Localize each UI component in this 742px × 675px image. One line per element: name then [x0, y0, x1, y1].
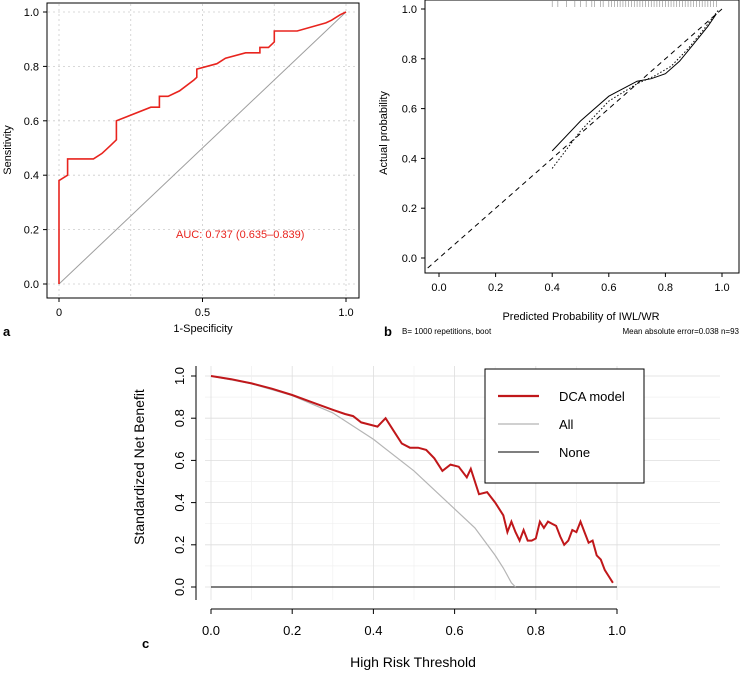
- roc-plot-frame: [46, 2, 360, 299]
- roc-ytick-label: 0.6: [24, 116, 39, 128]
- dca-legend: DCA model All None: [484, 368, 645, 484]
- dca-ticks: 0.0 0.2 0.4 0.6 0.8 1.0 0.0 0.2 0.4 0.6 0.8 1.0: [172, 367, 626, 638]
- calibration-lines: [427, 8, 723, 269]
- panel-label-a: a: [3, 324, 11, 339]
- dca-ytick-label: 1.0: [172, 367, 187, 385]
- dca-ylabel: Standardized Net Benefit: [131, 389, 147, 545]
- roc-grid: [48, 4, 358, 297]
- calibration-ylabel: Actual probability: [378, 91, 390, 175]
- dca-ytick-label: 0.6: [172, 451, 187, 469]
- roc-lines: [58, 11, 347, 285]
- roc-xtick-label: 0.5: [195, 307, 210, 319]
- dca-xtick-label: 0.8: [527, 623, 545, 638]
- roc-xtick-label: 0: [56, 307, 62, 319]
- roc-ytick-label: 1.0: [24, 7, 39, 19]
- dca-xtick-label: 0.6: [446, 623, 464, 638]
- dca-xtick-label: 0.0: [202, 623, 220, 638]
- roc-xtick-label: 1.0: [338, 307, 353, 319]
- calibration-xlabel: Predicted Probability of IWL/WR: [502, 311, 659, 323]
- legend-label-all: All: [559, 417, 574, 432]
- calibration-xtick-label: 1.0: [714, 282, 729, 294]
- calibration-xtick-label: 0.8: [658, 282, 673, 294]
- calibration-ytick-label: 0.8: [402, 54, 417, 66]
- calibration-footnote-right: Mean absolute error=0.038 n=93: [622, 327, 739, 336]
- roc-ytick-label: 0.4: [24, 170, 39, 182]
- dca-ytick-label: 0.0: [172, 578, 187, 596]
- calibration-xtick-label: 0.4: [545, 282, 560, 294]
- calibration-ytick-label: 0.4: [402, 153, 417, 165]
- calibration-xtick-label: 0.6: [601, 282, 616, 294]
- legend-label-dca-model: DCA model: [559, 389, 625, 404]
- panel-label-c: c: [142, 636, 149, 651]
- auc-annotation: AUC: 0.737 (0.635–0.839): [176, 229, 304, 241]
- dca-ytick-label: 0.4: [172, 494, 187, 512]
- dca-ytick-label: 0.2: [172, 536, 187, 554]
- calibration-bias-corrected-line: [551, 8, 720, 169]
- calibration-apparent-line: [551, 13, 717, 152]
- legend-label-none: None: [559, 445, 590, 460]
- dca-xlabel: High Risk Threshold: [350, 654, 476, 670]
- roc-ylabel: Sensitivity: [2, 125, 14, 175]
- dca-xtick-label: 0.4: [364, 623, 382, 638]
- dca-xtick-label: 0.2: [283, 623, 301, 638]
- calibration-xtick-label: 0.2: [488, 282, 503, 294]
- calibration-ytick-label: 0.6: [402, 104, 417, 116]
- dca-panel: 0.0 0.2 0.4 0.6 0.8 1.0 0.0 0.2 0.4 0.6 0.8 1.0 DCA…: [131, 366, 720, 670]
- legend-box: [484, 368, 645, 484]
- dca-lines: [210, 375, 617, 588]
- calibration-rug: [551, 1, 717, 7]
- calibration-plot-frame: [424, 0, 740, 274]
- calibration-footnote-left: B= 1000 repetitions, boot: [402, 327, 492, 336]
- calibration-ytick-label: 1.0: [402, 4, 417, 16]
- roc-reference-line: [58, 11, 347, 285]
- roc-ytick-label: 0.2: [24, 225, 39, 237]
- roc-ticks: 0.0 0.2 0.4 0.6 0.8 1.0 0 0.5 1.0: [24, 7, 354, 319]
- calibration-xtick-label: 0.0: [431, 282, 446, 294]
- dca-model-line: [210, 375, 614, 584]
- calibration-ytick-label: 0.2: [402, 203, 417, 215]
- calibration-ticks: 0.0 0.2 0.4 0.6 0.8 1.0 0.0 0.2 0.4 0.6 0.8 1.0: [402, 4, 730, 294]
- roc-panel: 0.0 0.2 0.4 0.6 0.8 1.0 0 0.5 1.0 AUC: 0.737 (0.…: [2, 2, 360, 339]
- calibration-panel: 0.0 0.2 0.4 0.6 0.8 1.0 0.0 0.2 0.4 0.6 0.8 1.0 Pre…: [378, 0, 740, 339]
- roc-ytick-label: 0.0: [24, 279, 39, 291]
- panel-label-b: b: [384, 324, 392, 339]
- calibration-ytick-label: 0.0: [402, 253, 417, 265]
- dca-ytick-label: 0.8: [172, 409, 187, 427]
- dca-xtick-label: 1.0: [608, 623, 626, 638]
- roc-ytick-label: 0.8: [24, 61, 39, 73]
- roc-curve: [58, 11, 347, 284]
- roc-xlabel: 1-Specificity: [173, 323, 233, 335]
- calibration-ideal-line: [427, 8, 723, 269]
